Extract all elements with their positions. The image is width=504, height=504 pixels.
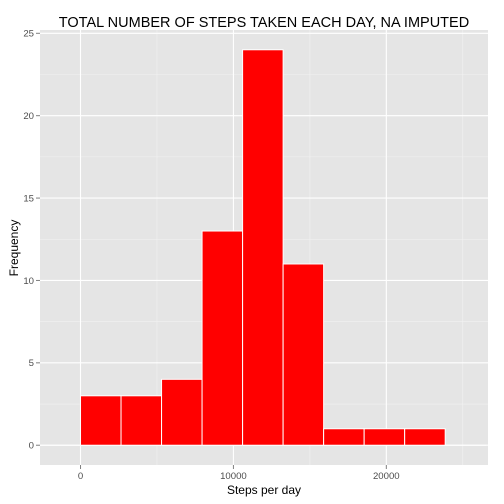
histogram-bar [120,395,163,446]
histogram-bar [282,263,325,446]
chart-title: TOTAL NUMBER OF STEPS TAKEN EACH DAY, NA… [59,15,469,31]
histogram-bar [80,395,122,446]
y-tick-label: 25 [23,29,34,40]
y-tick-label: 15 [23,193,34,204]
y-tick-label: 10 [23,276,34,287]
x-axis-ticks: 0 10000 20000 [78,465,400,482]
x-axis-title: Steps per day [227,483,301,497]
histogram-bar [161,378,203,446]
histogram-bar [363,428,406,446]
y-axis-ticks: 0 5 10 15 20 25 [23,29,40,452]
y-axis-title: Frequency [7,220,21,277]
x-tick-label: 20000 [373,471,400,482]
x-tick-label: 10000 [220,471,247,482]
histogram-bar [404,428,446,446]
y-tick-label: 20 [23,111,34,122]
histogram-bar [242,49,284,446]
histogram-bar [323,428,365,446]
x-tick-label: 0 [78,471,83,482]
y-tick-label: 0 [29,441,34,452]
y-tick-label: 5 [29,358,34,369]
histogram-bar [201,230,244,446]
histogram-bars [39,49,487,446]
